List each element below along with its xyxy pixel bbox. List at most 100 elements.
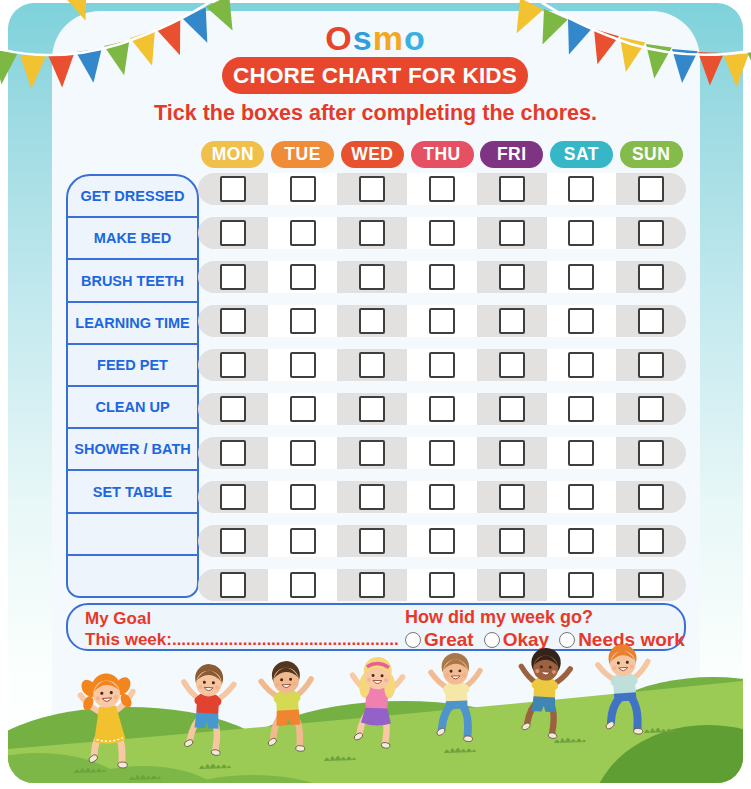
checkbox-r5-c3[interactable] [359, 352, 385, 378]
checkbox-r10-c6[interactable] [568, 572, 594, 598]
checkbox-r6-c5[interactable] [499, 396, 525, 422]
checkbox-r7-c4[interactable] [429, 440, 455, 466]
checkbox-r4-c7[interactable] [638, 308, 664, 334]
grid-cell [547, 481, 617, 513]
checkbox-r1-c5[interactable] [499, 176, 525, 202]
checkbox-r5-c7[interactable] [638, 352, 664, 378]
checkbox-r9-c5[interactable] [499, 528, 525, 554]
checkbox-r9-c7[interactable] [638, 528, 664, 554]
chore-row-1: GET DRESSED [68, 176, 197, 218]
grid-cell [268, 261, 338, 293]
checkbox-r3-c4[interactable] [429, 264, 455, 290]
checkbox-r2-c1[interactable] [220, 220, 246, 246]
checkbox-r2-c7[interactable] [638, 220, 664, 246]
checkbox-r9-c4[interactable] [429, 528, 455, 554]
checkbox-r7-c7[interactable] [638, 440, 664, 466]
checkbox-r6-c2[interactable] [290, 396, 316, 422]
checkbox-r4-c6[interactable] [568, 308, 594, 334]
grid-cell [198, 173, 268, 205]
checkbox-r1-c1[interactable] [220, 176, 246, 202]
grid-cell [616, 437, 686, 469]
checkbox-r7-c5[interactable] [499, 440, 525, 466]
checkbox-r6-c3[interactable] [359, 396, 385, 422]
checkbox-r4-c1[interactable] [220, 308, 246, 334]
checkbox-r1-c3[interactable] [359, 176, 385, 202]
checkbox-r1-c7[interactable] [638, 176, 664, 202]
checkbox-r2-c4[interactable] [429, 220, 455, 246]
checkbox-r7-c2[interactable] [290, 440, 316, 466]
checkbox-r7-c6[interactable] [568, 440, 594, 466]
grid-cell [198, 481, 268, 513]
checkbox-r2-c5[interactable] [499, 220, 525, 246]
grid-cell [477, 437, 547, 469]
grid-cell [547, 217, 617, 249]
checkbox-r3-c5[interactable] [499, 264, 525, 290]
checkbox-r8-c2[interactable] [290, 484, 316, 510]
checkbox-r10-c2[interactable] [290, 572, 316, 598]
chore-row-2: MAKE BED [68, 218, 197, 260]
checkbox-r5-c1[interactable] [220, 352, 246, 378]
checkbox-r5-c5[interactable] [499, 352, 525, 378]
checkbox-r3-c2[interactable] [290, 264, 316, 290]
checkbox-r1-c6[interactable] [568, 176, 594, 202]
checkbox-r3-c7[interactable] [638, 264, 664, 290]
checkbox-r9-c3[interactable] [359, 528, 385, 554]
checkbox-r8-c4[interactable] [429, 484, 455, 510]
checkbox-r10-c4[interactable] [429, 572, 455, 598]
checkbox-r1-c4[interactable] [429, 176, 455, 202]
grid-cell [616, 481, 686, 513]
checkbox-r6-c7[interactable] [638, 396, 664, 422]
check-row-9 [198, 525, 686, 557]
chore-row-9 [68, 514, 197, 556]
grid-cell [616, 305, 686, 337]
checkbox-r4-c2[interactable] [290, 308, 316, 334]
chore-row-7: SHOWER / BATH [68, 429, 197, 471]
grid-cell [198, 569, 268, 601]
grid-cell [477, 305, 547, 337]
grid-cell [337, 569, 407, 601]
grid-cell [407, 217, 477, 249]
checkbox-r2-c3[interactable] [359, 220, 385, 246]
week-question: How did my week go? [405, 607, 685, 627]
checkbox-r2-c6[interactable] [568, 220, 594, 246]
grid-cell [407, 261, 477, 293]
checkbox-r4-c3[interactable] [359, 308, 385, 334]
checkbox-r4-c5[interactable] [499, 308, 525, 334]
checkbox-r6-c6[interactable] [568, 396, 594, 422]
checkbox-r8-c1[interactable] [220, 484, 246, 510]
checkbox-r7-c3[interactable] [359, 440, 385, 466]
checkbox-r7-c1[interactable] [220, 440, 246, 466]
check-grid [198, 173, 686, 601]
checkbox-r1-c2[interactable] [290, 176, 316, 202]
checkbox-r9-c1[interactable] [220, 528, 246, 554]
checkbox-r5-c2[interactable] [290, 352, 316, 378]
checkbox-r4-c4[interactable] [429, 308, 455, 334]
bunting-flag-yellow [18, 55, 46, 89]
checkbox-r3-c1[interactable] [220, 264, 246, 290]
checkbox-r8-c3[interactable] [359, 484, 385, 510]
check-row-8 [198, 481, 686, 513]
check-row-1 [198, 173, 686, 205]
checkbox-r3-c6[interactable] [568, 264, 594, 290]
grid-cell [268, 217, 338, 249]
checkbox-r9-c2[interactable] [290, 528, 316, 554]
checkbox-r3-c3[interactable] [359, 264, 385, 290]
checkbox-r10-c7[interactable] [638, 572, 664, 598]
checkbox-r10-c3[interactable] [359, 572, 385, 598]
checkbox-r5-c4[interactable] [429, 352, 455, 378]
checkbox-r10-c1[interactable] [220, 572, 246, 598]
chore-row-6: CLEAN UP [68, 387, 197, 429]
checkbox-r8-c5[interactable] [499, 484, 525, 510]
grid-cell [547, 437, 617, 469]
checkbox-r6-c4[interactable] [429, 396, 455, 422]
grid-cell [616, 349, 686, 381]
checkbox-r10-c5[interactable] [499, 572, 525, 598]
checkbox-r5-c6[interactable] [568, 352, 594, 378]
checkbox-r6-c1[interactable] [220, 396, 246, 422]
checkbox-r8-c7[interactable] [638, 484, 664, 510]
day-header-thu: THU [411, 141, 474, 168]
checkbox-r9-c6[interactable] [568, 528, 594, 554]
day-header-row: MONTUEWEDTHUFRISATSUN [198, 141, 686, 168]
checkbox-r8-c6[interactable] [568, 484, 594, 510]
checkbox-r2-c2[interactable] [290, 220, 316, 246]
